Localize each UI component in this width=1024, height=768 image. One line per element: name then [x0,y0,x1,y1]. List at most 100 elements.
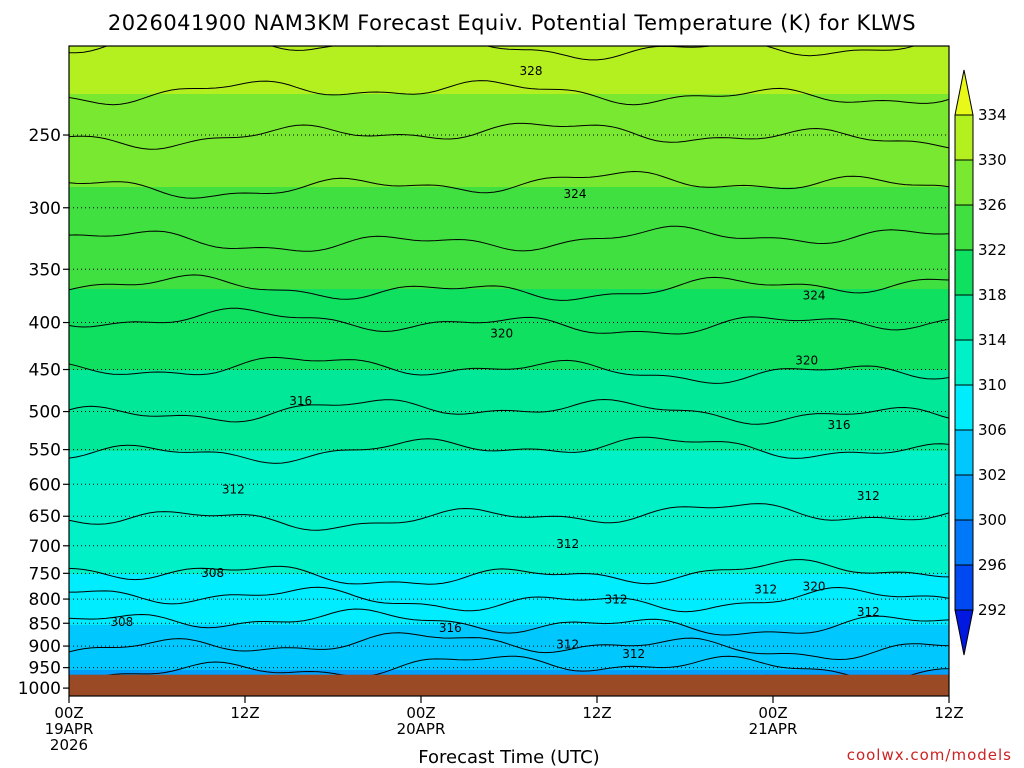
theta-band [69,124,949,128]
theta-band [69,208,949,212]
theta-band [69,205,949,209]
theta-band [69,532,949,536]
theta-band [69,583,949,587]
colorbar-segment [954,609,974,656]
theta-band [69,595,949,599]
theta-band [69,649,949,653]
theta-band [69,373,949,377]
theta-band [69,283,949,287]
theta-band [69,496,949,500]
theta-band [69,592,949,596]
theta-band [69,361,949,365]
theta-band [69,385,949,389]
y-tick-label: 850 [29,614,61,634]
y-tick-label: 800 [29,590,61,610]
theta-band [69,580,949,584]
x-tick-label: 12Z [230,704,259,722]
theta-band [69,637,949,641]
theta-band [69,490,949,494]
contour-line [69,80,949,106]
theta-band [69,313,949,317]
theta-band [69,652,949,656]
colorbar-label: 302 [978,466,1007,484]
contour-label: 312 [857,489,880,503]
y-tick-label: 750 [29,564,61,584]
theta-band [69,232,949,236]
contour-label: 316 [439,621,462,635]
theta-band [69,523,949,527]
colorbar-label: 322 [978,241,1007,259]
theta-band [69,334,949,338]
theta-band [69,616,949,620]
theta-band [69,58,949,62]
y-tick-label: 900 [29,637,61,657]
theta-band [69,61,949,65]
contour-label: 312 [857,605,880,619]
theta-band [69,157,949,161]
x-tick-label: 00Z [758,704,787,722]
theta-band [69,154,949,158]
contour-line [69,225,949,252]
theta-band [69,589,949,593]
theta-band [69,271,949,275]
theta-band [69,421,949,425]
y-tick-label: 1000 [18,679,61,699]
theta-band [69,70,949,74]
theta-band [69,73,949,77]
colorbar-label: 310 [978,376,1007,394]
theta-band [69,520,949,524]
theta-band [69,292,949,296]
contour-label: 320 [795,354,818,368]
x-tick-sublabel: 2026 [50,736,88,754]
theta-band [69,121,949,125]
contour-label: 312 [605,593,628,607]
theta-band [69,46,949,50]
colorbar-segment [954,384,974,431]
y-tick-label: 950 [29,659,61,679]
theta-band [69,370,949,374]
theta-band [69,79,949,83]
theta-band [69,307,949,311]
contour-label: 324 [564,187,587,201]
theta-band [69,670,949,674]
theta-band [69,262,949,266]
y-tick-label: 300 [29,199,61,219]
theta-band [69,493,949,497]
theta-band [69,505,949,509]
colorbar-segment [954,69,974,116]
colorbar-label: 330 [978,151,1007,169]
contour-line [69,655,949,682]
theta-band [69,217,949,221]
theta-band [69,502,949,506]
theta-band [69,511,949,515]
theta-band [69,91,949,95]
theta-band [69,112,949,116]
theta-band [69,664,949,668]
contour-label: 312 [754,582,777,596]
theta-band [69,64,949,68]
contour-label: 316 [289,394,312,408]
theta-band [69,433,949,437]
credit-text: coolwx.com/models [847,746,1012,764]
theta-band [69,49,949,53]
theta-band [69,199,949,203]
contour-line [69,274,949,301]
theta-band [69,442,949,446]
theta-band [69,559,949,563]
colorbar-label: 306 [978,421,1007,439]
theta-band [69,439,949,443]
theta-band [69,673,949,677]
theta-band [69,52,949,56]
colorbar-segment [954,294,974,341]
contour-label: 312 [556,637,579,651]
theta-band [69,430,949,434]
colorbar-segment [954,114,974,161]
x-tick-label: 12Z [934,704,963,722]
theta-band [69,178,949,182]
theta-band [69,319,949,323]
contour-label: 328 [520,64,543,78]
contour-label: 324 [803,289,826,303]
contour-line [69,559,949,585]
